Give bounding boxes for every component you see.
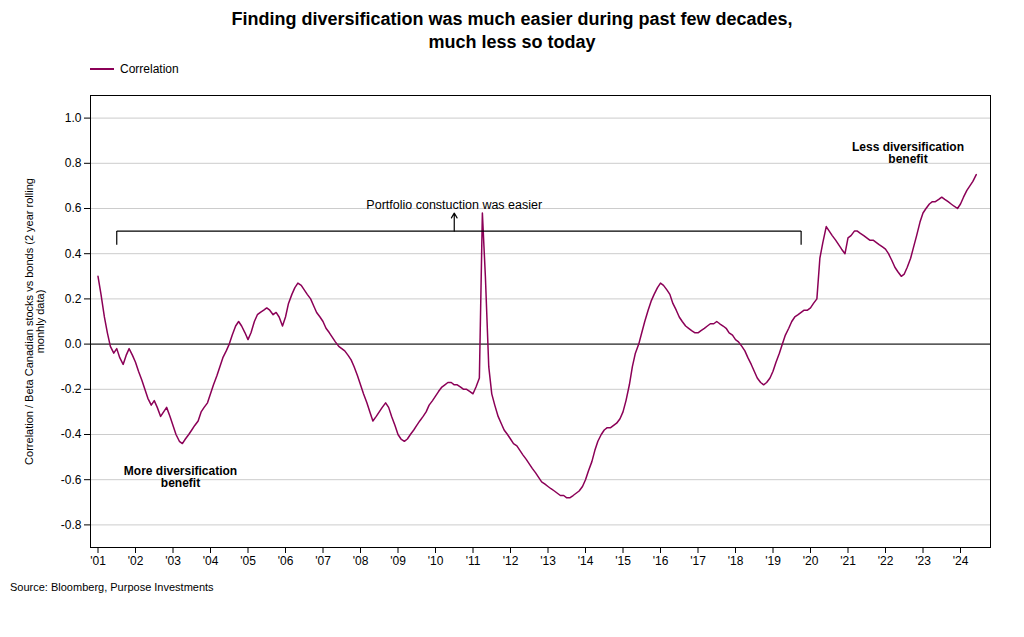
svg-text:1.0: 1.0 [65, 111, 82, 125]
svg-text:Correlation / Beta Canadian st: Correlation / Beta Canadian stocks vs bo… [23, 178, 46, 465]
svg-text:'24: '24 [953, 554, 969, 568]
html-text:Correlation: Correlation [120, 62, 179, 76]
svg-text:'12: '12 [503, 554, 519, 568]
svg-text:'05: '05 [240, 554, 256, 568]
svg-text:'13: '13 [540, 554, 556, 568]
svg-text:'09: '09 [390, 554, 406, 568]
html-text:Source: Bloomberg, Purpose Inv: Source: Bloomberg, Purpose Investments [10, 581, 214, 593]
svg-text:'04: '04 [203, 554, 219, 568]
svg-text:'07: '07 [315, 554, 331, 568]
svg-text:'10: '10 [428, 554, 444, 568]
svg-text:'16: '16 [653, 554, 669, 568]
svg-text:More diversificationbenefit: More diversificationbenefit [124, 464, 237, 490]
svg-text:0.6: 0.6 [65, 201, 82, 215]
svg-text:'06: '06 [278, 554, 294, 568]
svg-text:'22: '22 [878, 554, 894, 568]
svg-text:'21: '21 [840, 554, 856, 568]
svg-text:'01: '01 [90, 554, 106, 568]
svg-text:'02: '02 [128, 554, 144, 568]
svg-text:'17: '17 [690, 554, 706, 568]
svg-text:-0.8: -0.8 [61, 518, 82, 532]
svg-text:'19: '19 [765, 554, 781, 568]
svg-text:'15: '15 [615, 554, 631, 568]
svg-text:0.2: 0.2 [65, 292, 82, 306]
svg-text:'23: '23 [915, 554, 931, 568]
svg-text:-0.6: -0.6 [61, 473, 82, 487]
svg-text:Portfolio constuction was easi: Portfolio constuction was easier [366, 198, 542, 212]
svg-text:'03: '03 [165, 554, 181, 568]
svg-text:'11: '11 [466, 554, 481, 568]
html-text:Finding diversification was mu: Finding diversification was much easier … [231, 9, 793, 52]
svg-text:0.4: 0.4 [65, 247, 82, 261]
svg-text:0.0: 0.0 [65, 337, 82, 351]
svg-text:-0.4: -0.4 [61, 427, 82, 441]
svg-text:'18: '18 [728, 554, 744, 568]
svg-text:'20: '20 [803, 554, 819, 568]
svg-text:Less diversificationbenefit: Less diversificationbenefit [852, 140, 964, 166]
svg-text:'08: '08 [353, 554, 369, 568]
svg-text:-0.2: -0.2 [61, 382, 82, 396]
svg-text:0.8: 0.8 [65, 156, 82, 170]
svg-text:'14: '14 [578, 554, 594, 568]
